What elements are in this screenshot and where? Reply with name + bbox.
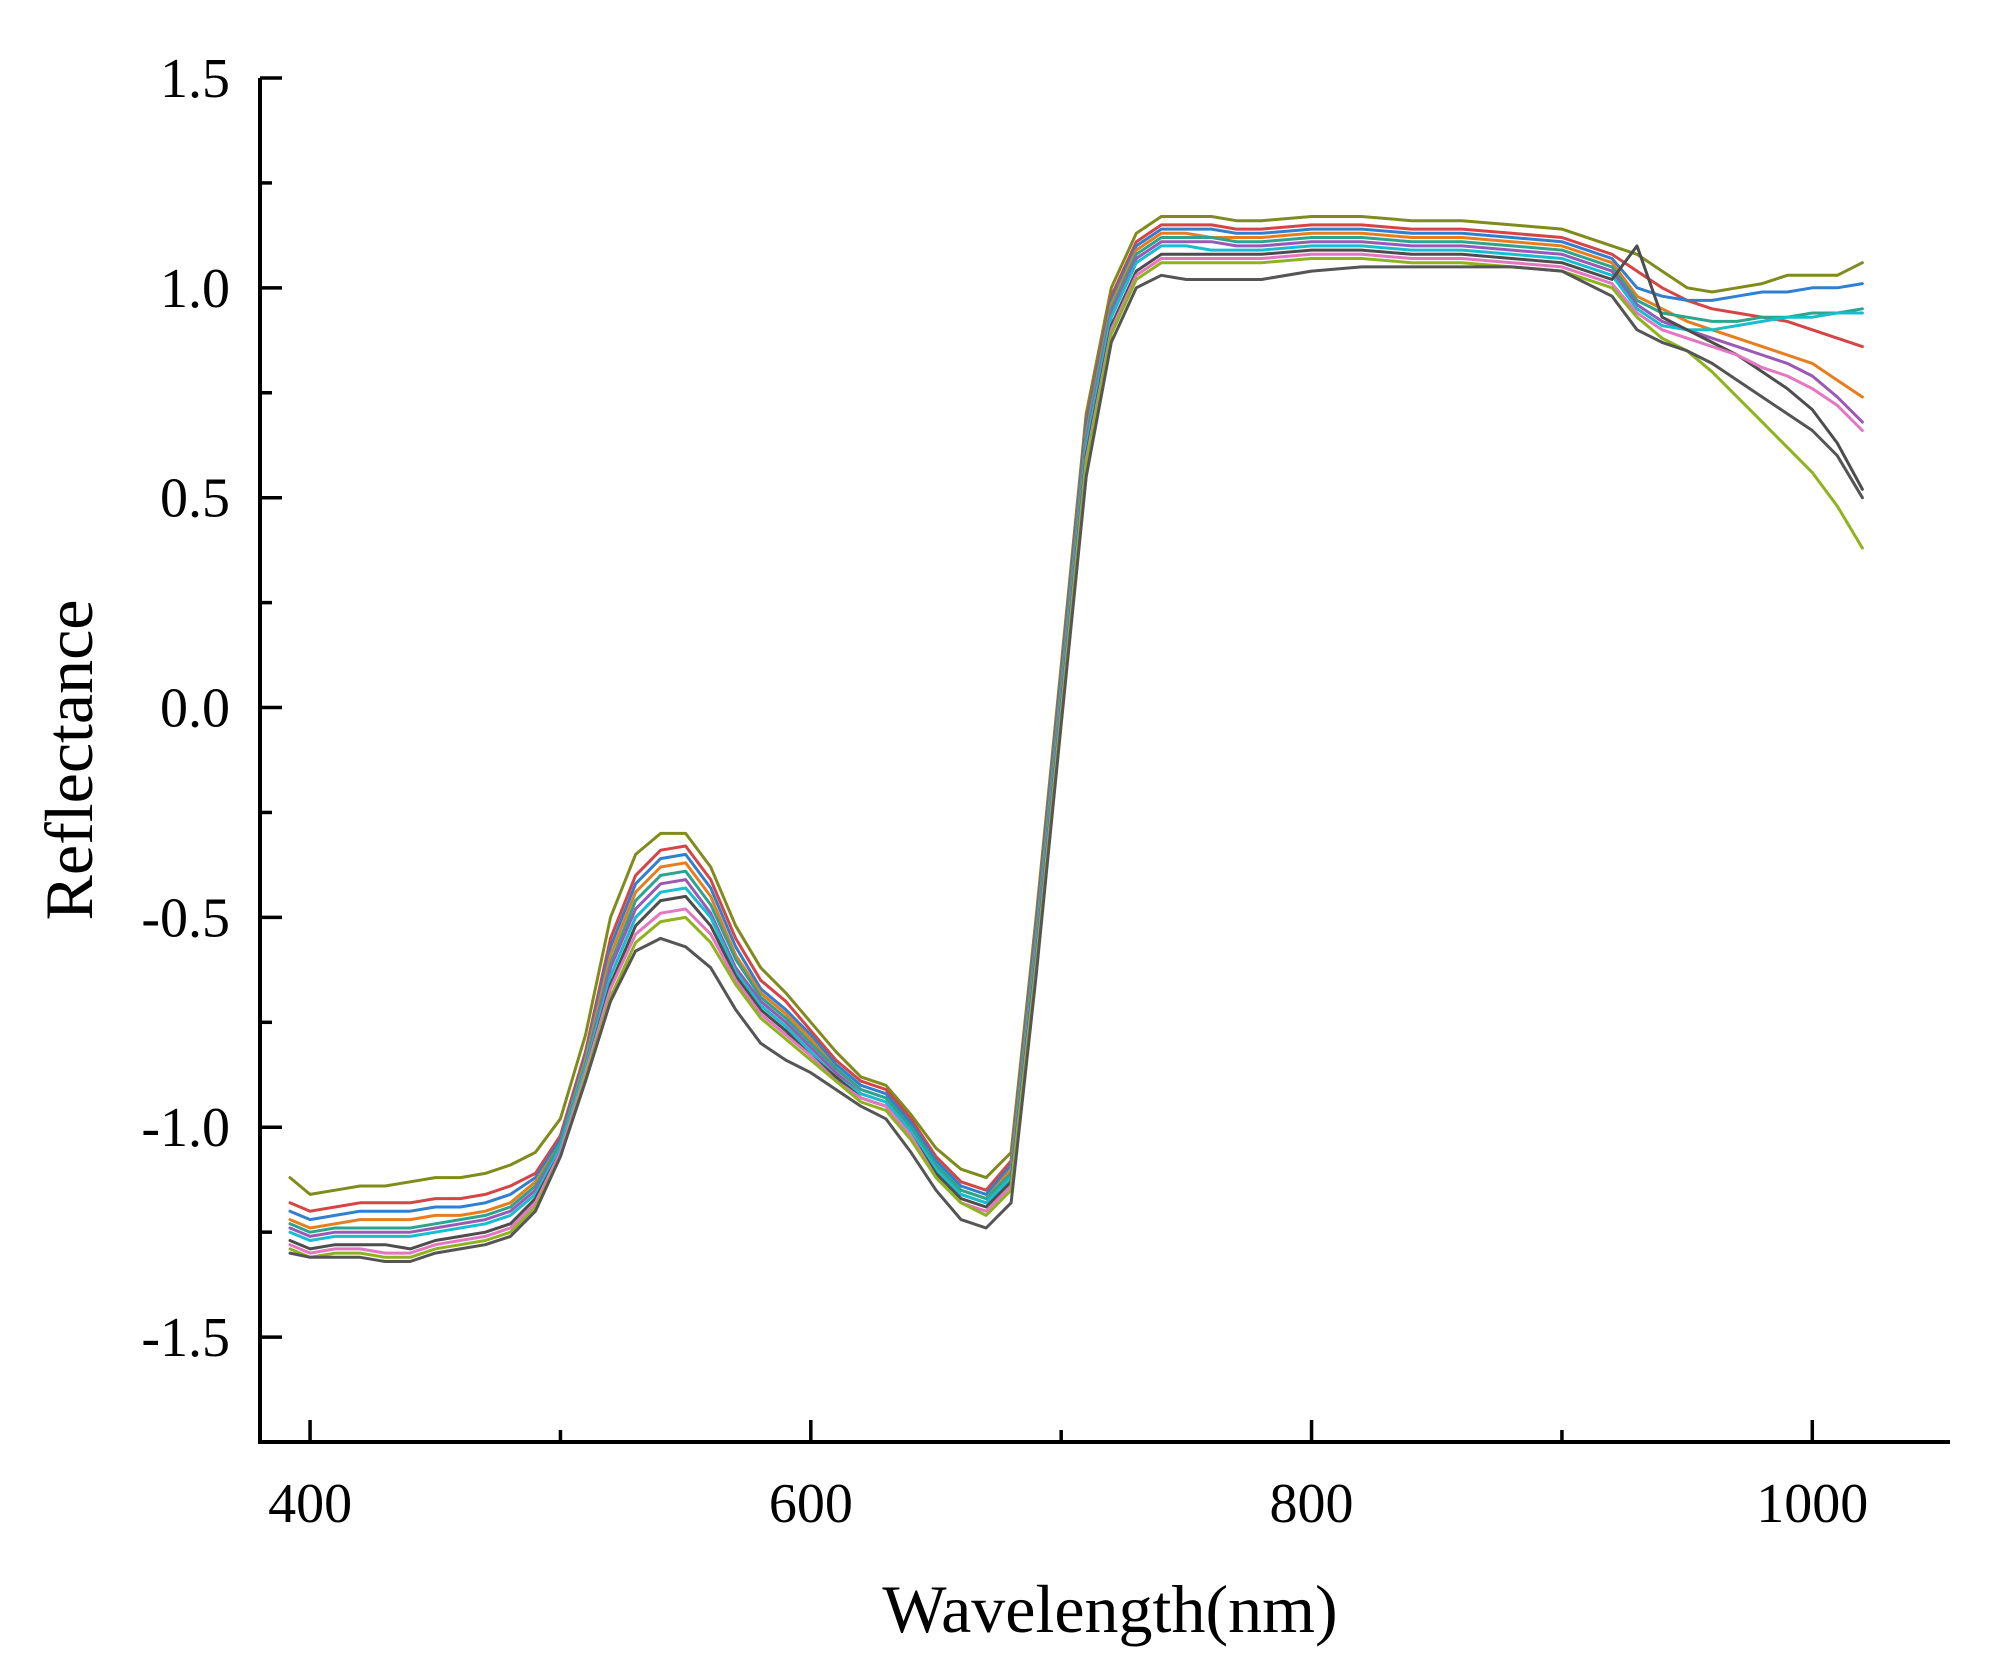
series-line-3 — [288, 227, 1864, 1222]
x-tick-label: 1000 — [1756, 1473, 1868, 1535]
series-layer — [288, 215, 1864, 1263]
series-line-10 — [288, 257, 1864, 1259]
y-axis-title: Reflectance — [31, 600, 107, 921]
series-line-9 — [288, 252, 1864, 1255]
y-tick-label: -1.5 — [141, 1307, 230, 1369]
series-line-6 — [288, 240, 1864, 1238]
series-line-2 — [288, 223, 1864, 1213]
y-tick-label: 1.5 — [160, 48, 230, 110]
series-line-1 — [288, 215, 1864, 1196]
x-axis-title: Wavelength(nm) — [882, 1571, 1337, 1647]
axes-layer: -1.5 -1.0 -0.5 0.0 0.5 1.0 1.5 400 600 800 1000 — [141, 48, 1950, 1535]
y-tick-label: 0.0 — [160, 678, 230, 740]
x-tick-label: 800 — [1270, 1473, 1354, 1535]
y-tick-label: -0.5 — [141, 887, 230, 949]
series-line-5 — [288, 236, 1864, 1234]
x-tick-label: 600 — [769, 1473, 853, 1535]
series-line-7 — [288, 244, 1864, 1242]
series-line-4 — [288, 231, 1864, 1230]
series-line-11 — [288, 265, 1864, 1263]
y-tick-label: 1.0 — [160, 258, 230, 320]
series-line-8 — [288, 244, 1864, 1251]
y-tick-label: -1.0 — [141, 1097, 230, 1159]
x-tick-label: 400 — [268, 1473, 352, 1535]
y-tick-label: 0.5 — [160, 468, 230, 530]
